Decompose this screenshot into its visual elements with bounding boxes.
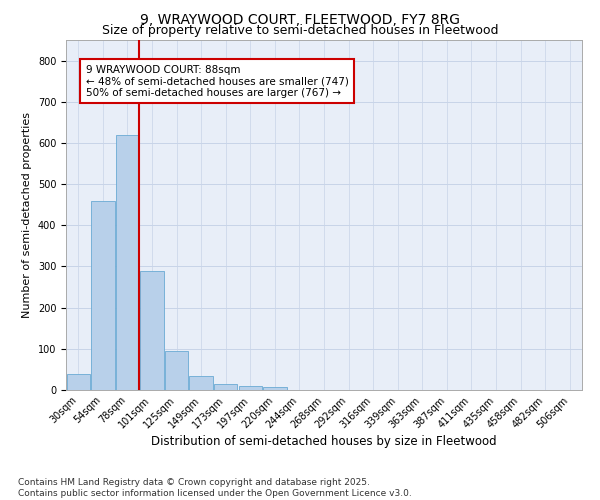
Bar (116, 134, 139, 390)
Bar (190, 376, 213, 390)
X-axis label: Distribution of semi-detached houses by size in Fleetwood: Distribution of semi-detached houses by … (151, 436, 497, 448)
Text: 9, WRAYWOOD COURT, FLEETWOOD, FY7 8RG: 9, WRAYWOOD COURT, FLEETWOOD, FY7 8RG (140, 12, 460, 26)
Bar (263, 386, 287, 390)
Text: 9 WRAYWOOD COURT: 88sqm
← 48% of semi-detached houses are smaller (747)
50% of s: 9 WRAYWOOD COURT: 88sqm ← 48% of semi-de… (86, 64, 349, 98)
Y-axis label: Number of semi-detached properties: Number of semi-detached properties (22, 112, 32, 318)
Bar (165, 351, 188, 390)
Bar (214, 384, 238, 390)
Text: Contains HM Land Registry data © Crown copyright and database right 2025.
Contai: Contains HM Land Registry data © Crown c… (18, 478, 412, 498)
Bar (140, 270, 164, 390)
Bar (91, 200, 115, 390)
Bar (239, 386, 262, 390)
Bar (67, 374, 90, 390)
Text: Size of property relative to semi-detached houses in Fleetwood: Size of property relative to semi-detach… (102, 24, 498, 37)
